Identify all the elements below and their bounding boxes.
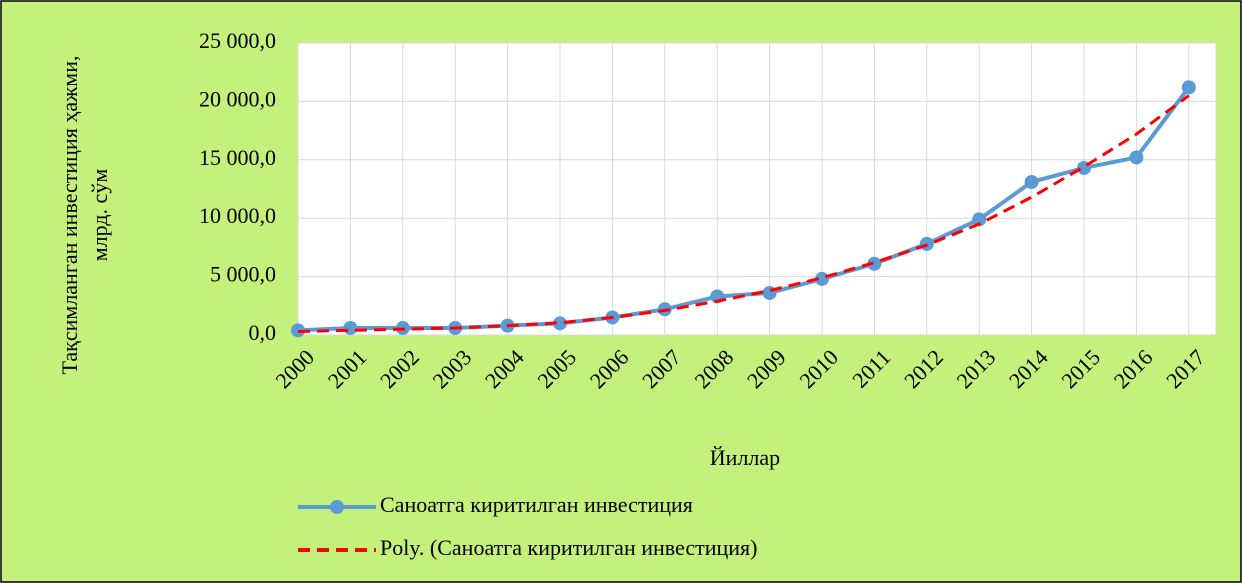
series-line — [297, 94, 1190, 333]
y-tick-label: 5 000,0 — [210, 262, 276, 287]
data-point — [553, 316, 567, 331]
y-axis-title: млрд. сўм — [87, 169, 112, 262]
data-point — [1024, 174, 1039, 189]
data-point — [1129, 150, 1144, 165]
data-point — [867, 256, 882, 271]
legend-label: Саноатга киритилган инвестиция — [380, 492, 693, 517]
y-tick-label: 15 000,0 — [199, 145, 276, 170]
data-point — [1181, 80, 1196, 95]
y-axis-title: Тақсимланган инвестиция ҳажми, — [57, 56, 82, 375]
plot-area — [298, 43, 1216, 335]
y-tick-label: 25 000,0 — [199, 28, 276, 53]
y-tick-label: 10 000,0 — [199, 203, 276, 228]
data-point — [343, 320, 358, 335]
y-tick-label: 0,0 — [249, 320, 277, 345]
legend-label: Poly. (Саноатга киритилган инвестиция) — [380, 535, 757, 560]
x-axis-title: Йиллар — [710, 445, 780, 470]
y-tick-label: 20 000,0 — [199, 86, 276, 111]
legend-marker — [330, 500, 344, 514]
data-point — [972, 212, 987, 227]
